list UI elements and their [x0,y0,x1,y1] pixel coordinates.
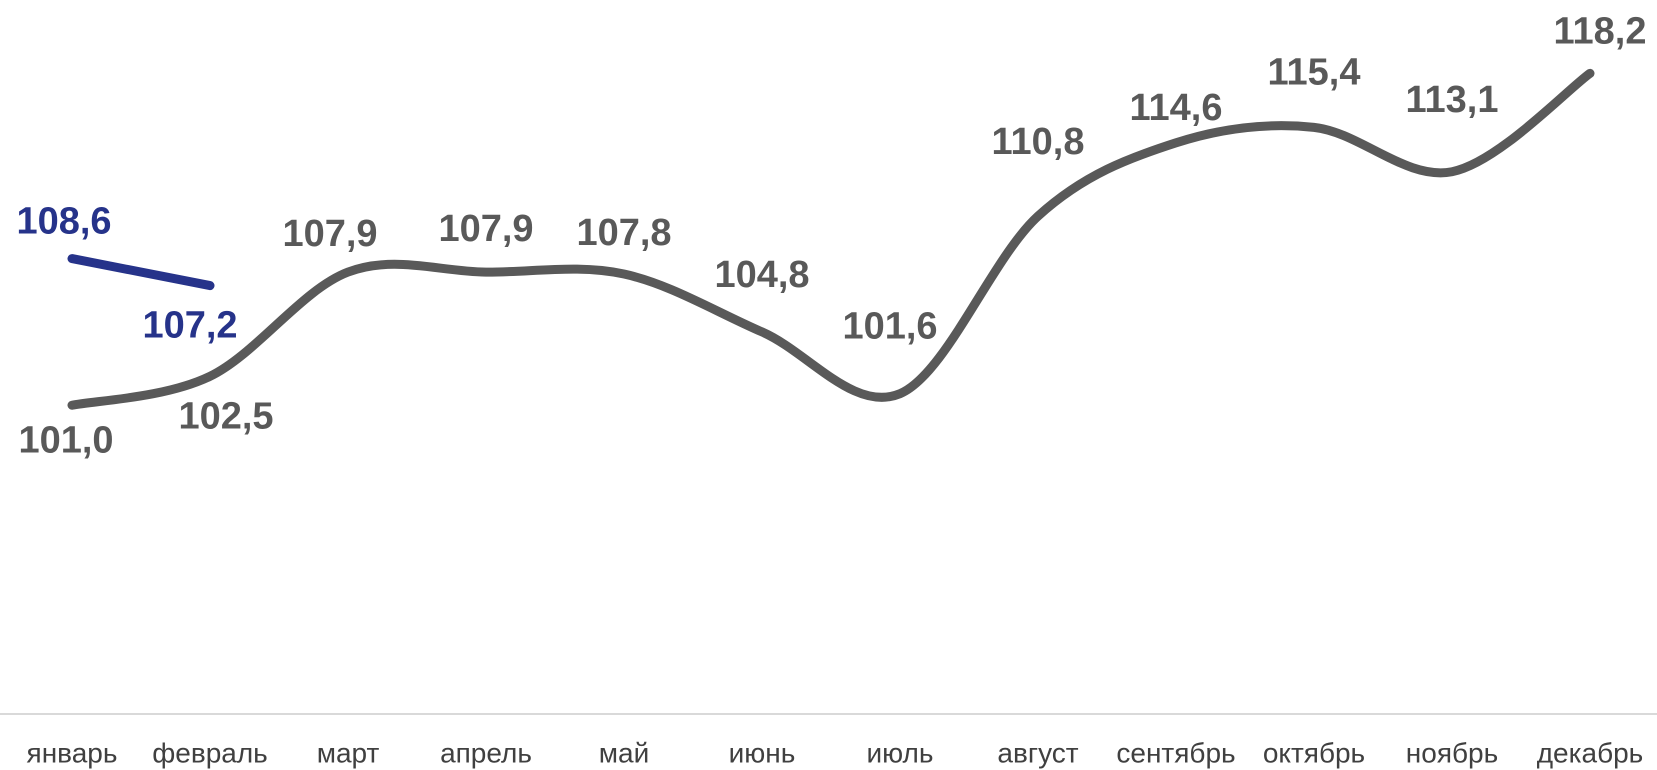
data-label: 110,8 [992,121,1085,163]
data-label: 118,2 [1554,10,1647,52]
data-label: 102,5 [178,395,273,437]
x-tick-label: май [599,737,649,768]
x-tick-label: апрель [440,737,532,768]
x-tick-label: февраль [152,737,268,768]
data-line [67,68,1595,410]
x-tick-label: июль [867,737,934,768]
data-label: 107,9 [282,213,377,255]
data-label: 107,9 [438,208,533,250]
x-tick-label: январь [27,737,118,768]
x-tick-label: ноябрь [1406,737,1498,768]
data-label: 113,1 [1406,79,1499,121]
data-label: 107,8 [576,212,671,254]
data-label: 114,6 [1130,87,1223,129]
data-label: 108,6 [16,201,111,243]
x-tick-label: декабрь [1537,737,1644,768]
data-label: 115,4 [1268,51,1361,93]
x-tick-label: сентябрь [1116,737,1235,768]
x-tick-label: август [997,737,1078,768]
x-tick-label: октябрь [1263,737,1365,768]
data-line [67,254,215,291]
data-label: 107,2 [142,305,237,347]
x-tick-label: июнь [729,737,796,768]
data-label: 101,0 [18,419,113,461]
data-label: 104,8 [714,254,809,296]
data-label: 101,6 [842,306,937,348]
x-tick-label: март [317,737,380,768]
